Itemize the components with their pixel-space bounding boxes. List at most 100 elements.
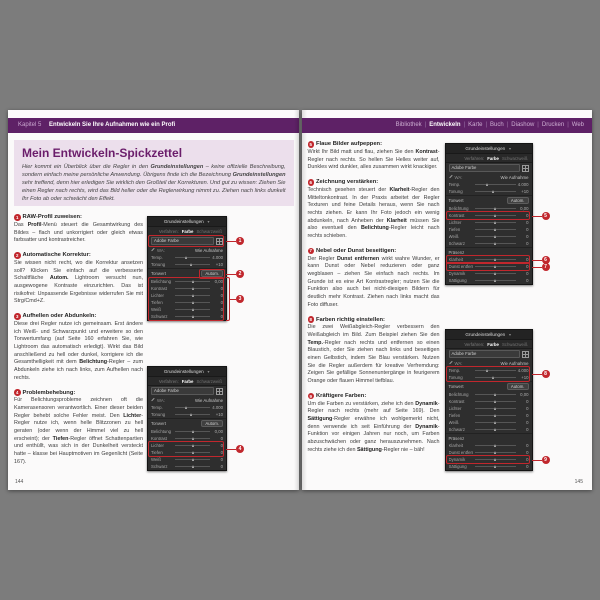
slider-track[interactable] [475, 451, 516, 454]
profile-row[interactable]: Adobe Farbe [148, 386, 226, 396]
collapse-triangle-icon[interactable]: ▼ [206, 219, 211, 224]
tab-farbe[interactable]: Farbe [181, 228, 194, 234]
slider-thumb-icon[interactable] [191, 451, 194, 454]
slider-thumb-icon[interactable] [494, 258, 497, 261]
profile-row[interactable]: Adobe Farbe [148, 236, 226, 246]
eyedropper-icon[interactable] [151, 248, 155, 252]
slider-thumb-icon[interactable] [494, 207, 497, 210]
white-balance-row[interactable]: WA: Wie Aufnahme [148, 396, 226, 404]
slider-row-temp[interactable]: Temp. 4.000 [446, 181, 532, 188]
slider-thumb-icon[interactable] [494, 407, 497, 410]
tab-farbe[interactable]: Farbe [487, 155, 499, 161]
panel-header[interactable]: Grundeinstellungen ▼ [148, 217, 226, 227]
slider-track[interactable] [175, 287, 210, 290]
slider-row-schwarz[interactable]: Schwarz 0 [148, 463, 226, 470]
tab-schwarzweiss[interactable]: Schwarzweiß [501, 341, 528, 347]
slider-track[interactable] [475, 265, 516, 268]
slider-row-tonung[interactable]: Tonung +10 [446, 374, 532, 381]
slider-track[interactable] [475, 376, 516, 379]
profile-select[interactable]: Adobe Farbe [151, 236, 214, 246]
slider-thumb-icon[interactable] [494, 279, 497, 282]
slider-row-saettigung[interactable]: Sättigung 0 [446, 463, 532, 470]
slider-thumb-icon[interactable] [494, 421, 497, 424]
slider-thumb-icon[interactable] [494, 444, 497, 447]
slider-row-tonung[interactable]: Tonung +10 [446, 188, 532, 195]
slider-thumb-icon[interactable] [494, 272, 497, 275]
slider-track[interactable] [475, 369, 516, 372]
slider-track[interactable] [175, 256, 210, 259]
nav-tab-entwickeln[interactable]: Entwickeln [429, 122, 461, 128]
slider-row-schwarz[interactable]: Schwarz 0 [446, 426, 532, 433]
wb-preset-value[interactable]: Wie Aufnahme [195, 397, 223, 403]
slider-row-weiss[interactable]: Weiß 0 [148, 306, 226, 313]
slider-thumb-icon[interactable] [191, 465, 194, 468]
tab-farbe[interactable]: Farbe [487, 341, 499, 347]
slider-row-kontrast[interactable]: Kontrast 0 [446, 212, 532, 219]
tab-farbe[interactable]: Farbe [181, 378, 194, 384]
slider-track[interactable] [475, 414, 516, 417]
slider-track[interactable] [475, 207, 516, 210]
slider-row-dunst[interactable]: Dunst entfernen 0 [446, 449, 532, 456]
slider-thumb-icon[interactable] [494, 400, 497, 403]
slider-thumb-icon[interactable] [494, 451, 497, 454]
slider-row-kontrast[interactable]: Kontrast 0 [446, 398, 532, 405]
nav-tab-drucken[interactable]: Drucken [541, 122, 565, 128]
slider-track[interactable] [475, 272, 516, 275]
slider-row-belichtung[interactable]: Belichtung 0,00 [446, 391, 532, 398]
slider-row-dunst[interactable]: Dunst entfernen 0 [446, 263, 532, 270]
profile-row[interactable]: Adobe Farbe [446, 163, 532, 173]
slider-thumb-icon[interactable] [494, 265, 497, 268]
white-balance-row[interactable]: WA: Wie Aufnahme [446, 359, 532, 367]
slider-track[interactable] [175, 413, 210, 416]
slider-track[interactable] [475, 279, 516, 282]
slider-row-tiefen[interactable]: Tiefen 0 [148, 449, 226, 456]
profile-select[interactable]: Adobe Farbe [448, 163, 520, 173]
slider-track[interactable] [175, 315, 210, 318]
slider-track[interactable] [475, 465, 516, 468]
eyedropper-icon[interactable] [448, 361, 453, 365]
profile-select[interactable]: Adobe Farbe [151, 386, 214, 396]
slider-thumb-icon[interactable] [492, 376, 495, 379]
wb-preset-value[interactable]: Wie Aufnahme [195, 247, 223, 253]
slider-row-lichter[interactable]: Lichter 0 [148, 442, 226, 449]
slider-thumb-icon[interactable] [191, 287, 194, 290]
slider-track[interactable] [175, 465, 210, 468]
eyedropper-icon[interactable] [448, 175, 453, 179]
slider-row-belichtung[interactable]: Belichtung 0,00 [148, 278, 226, 285]
slider-thumb-icon[interactable] [189, 263, 192, 266]
slider-row-weiss[interactable]: Weiß 0 [446, 419, 532, 426]
slider-track[interactable] [175, 451, 210, 454]
slider-track[interactable] [175, 437, 210, 440]
slider-thumb-icon[interactable] [184, 406, 187, 409]
slider-row-lichter[interactable]: Lichter 0 [148, 292, 226, 299]
slider-track[interactable] [475, 428, 516, 431]
slider-track[interactable] [175, 294, 210, 297]
slider-row-schwarz[interactable]: Schwarz 0 [148, 313, 226, 320]
collapse-triangle-icon[interactable]: ▼ [206, 369, 211, 374]
nav-tab-diashow[interactable]: Diashow [511, 122, 535, 128]
slider-thumb-icon[interactable] [486, 183, 489, 186]
slider-track[interactable] [475, 258, 516, 261]
tab-schwarzweiss[interactable]: Schwarzweiß [196, 378, 222, 384]
auto-button[interactable]: Autom. [201, 419, 223, 428]
slider-track[interactable] [175, 280, 210, 283]
panel-header[interactable]: Grundeinstellungen ▼ [445, 330, 532, 340]
slider-thumb-icon[interactable] [492, 190, 495, 193]
slider-row-temp[interactable]: Temp. 4.000 [148, 254, 226, 261]
slider-track[interactable] [175, 458, 210, 461]
slider-row-saettigung[interactable]: Sättigung 0 [446, 277, 532, 284]
slider-track[interactable] [175, 444, 210, 447]
tab-schwarzweiss[interactable]: Schwarzweiß [196, 228, 222, 234]
collapse-triangle-icon[interactable]: ▼ [508, 146, 512, 151]
slider-track[interactable] [475, 421, 516, 424]
wb-preset-value[interactable]: Wie Aufnahme [500, 174, 529, 180]
tab-schwarzweiss[interactable]: Schwarzweiß [501, 155, 528, 161]
slider-track[interactable] [175, 301, 210, 304]
slider-thumb-icon[interactable] [191, 294, 194, 297]
panel-header[interactable]: Grundeinstellungen ▼ [445, 144, 532, 154]
slider-track[interactable] [475, 407, 516, 410]
slider-thumb-icon[interactable] [494, 228, 497, 231]
slider-track[interactable] [175, 406, 210, 409]
slider-track[interactable] [475, 444, 516, 447]
slider-track[interactable] [475, 183, 516, 186]
